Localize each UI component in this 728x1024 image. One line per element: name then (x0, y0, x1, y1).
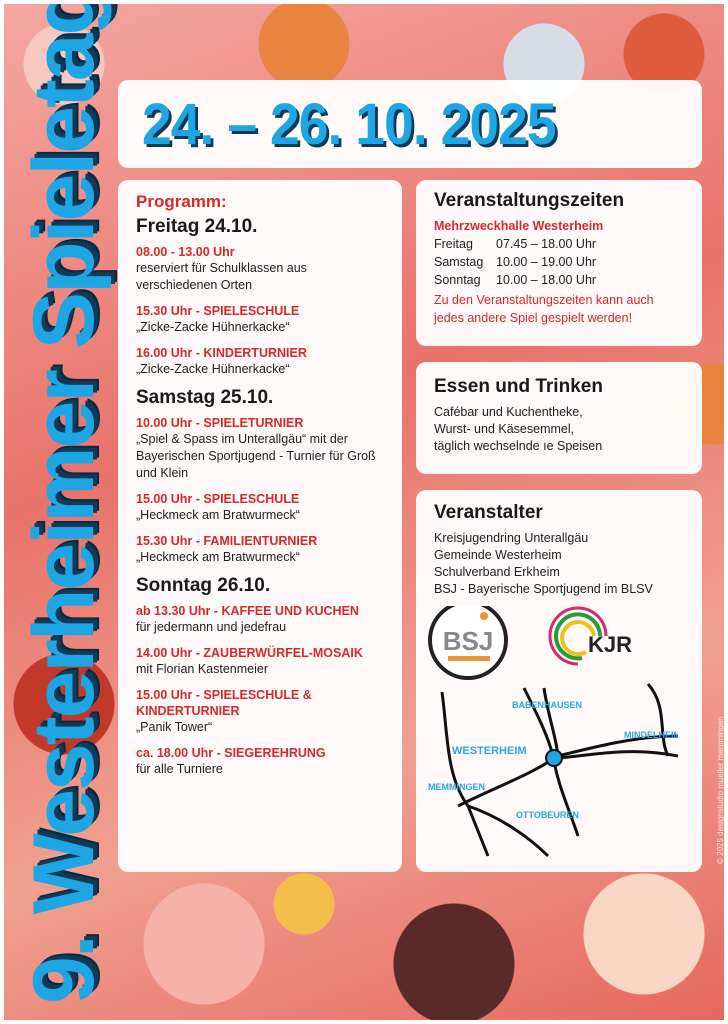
program-item: 08.00 - 13.00 Uhr reserviert für Schulkla… (136, 244, 384, 294)
program-item-desc: reserviert für Schulklassen aus verschie… (136, 261, 307, 292)
program-item-desc: für alle Turniere (136, 762, 223, 776)
times-day: Freitag (434, 237, 473, 251)
program-item-desc: „Heckmeck am Bratwurmeck“ (136, 550, 300, 564)
program-item-time: 08.00 - 13.00 Uhr (136, 245, 235, 259)
venue: Mehrzweckhalle Westerheim (434, 219, 604, 233)
map-label-babenhausen: BABENHAUSEN (512, 700, 582, 710)
organizer-line: BSJ - Bayerische Sportjugend im BLSV (434, 582, 653, 596)
program-item: ab 13.30 Uhr - KAFFEE UND KUCHEN für jede… (136, 603, 384, 636)
times-table: Freitag 07.45 – 18.00 Uhr Samstag 10.00 – 1… (434, 235, 684, 289)
program-item: 16.00 Uhr - KINDERTURNIER „Zicke-Zacke Hü… (136, 345, 384, 378)
food-line: Wurst- und Käsesemmel, (434, 422, 575, 436)
organizer-heading: Veranstalter (434, 502, 543, 523)
times-hours: 10.00 – 18.00 Uhr (496, 273, 597, 287)
organizer-panel: Veranstalter Kreisjugendring Unterallgäu… (416, 490, 702, 872)
credit: © 2025 designstudio mueller memmingen (716, 716, 724, 864)
program-item: 15.00 Uhr - SPIELESCHULE & KINDERTURNIER… (136, 687, 384, 736)
program-item-time: 15.00 Uhr - SPIELESCHULE & KINDERTURNIER (136, 688, 312, 718)
map-label-westerheim: WESTERHEIM (452, 745, 527, 757)
program-heading: Programm: (136, 192, 227, 211)
program-item-desc: „Zicke-Zacke Hühnerkacke“ (136, 362, 290, 376)
food-line: Cafébar und Kuchentheke, (434, 405, 583, 419)
event-times-heading: Veranstaltungszeiten (434, 190, 625, 211)
westerheim-marker-icon (545, 749, 563, 767)
program-item-desc: „Heckmeck am Bratwurmeck“ (136, 508, 300, 522)
program-item-time: 15.00 Uhr - SPIELESCHULE (136, 492, 300, 506)
times-row: Samstag 10.00 – 19.00 Uhr (434, 253, 684, 271)
program-item: 15.00 Uhr - SPIELESCHULE „Heckmeck am Bra… (136, 491, 384, 524)
kjr-logo: KJR (548, 606, 632, 666)
times-day: Sonntag (434, 273, 481, 287)
times-hours: 10.00 – 19.00 Uhr (496, 255, 597, 269)
event-times-panel: Veranstaltungszeiten Mehrzweckhalle West… (416, 180, 702, 346)
times-hours: 07.45 – 18.00 Uhr (496, 237, 597, 251)
map-label-mindelheim: MINDELHEIM (624, 730, 678, 740)
program-item-desc: „Zicke-Zacke Hühnerkacke“ (136, 320, 290, 334)
svg-text:BSJ: BSJ (443, 626, 494, 656)
svg-text:KJR: KJR (588, 632, 632, 657)
times-row: Sonntag 10.00 – 18.00 Uhr (434, 271, 684, 289)
food-line: täglich wechselnde ıe Speisen (434, 439, 603, 453)
program-item-time: 15.30 Uhr - FAMILIENTURNIER (136, 534, 318, 548)
program-item-time: 10.00 Uhr - SPIELETURNIER (136, 416, 304, 430)
times-note: Zu den Veranstaltungszeiten kann auch je… (434, 293, 654, 325)
program-item-time: 14.00 Uhr - ZAUBERWÜRFEL-MOSAIK (136, 646, 363, 660)
vertical-title: 9. Westerheimer Spieletage (16, 4, 112, 1004)
poster: 9. Westerheimer Spieletage 24. – 26. 10.… (4, 4, 724, 1020)
map-label-memmingen: MEMMINGEN (428, 782, 485, 792)
times-row: Freitag 07.45 – 18.00 Uhr (434, 235, 684, 253)
day-heading: Sonntag 26.10. (136, 575, 271, 596)
program-item-time: 16.00 Uhr - KINDERTURNIER (136, 346, 307, 360)
date-box: 24. – 26. 10. 2025 (118, 80, 702, 168)
program-panel: Programm: Freitag 24.10. 08.00 - 13.00 Uh… (118, 180, 402, 872)
day-heading: Samstag 25.10. (136, 387, 274, 408)
program-item-time: 15.30 Uhr - SPIELESCHULE (136, 304, 300, 318)
program-item-desc: mit Florian Kastenmeier (136, 662, 268, 676)
food-heading: Essen und Trinken (434, 376, 603, 397)
program-item-desc: „Panik Tower“ (136, 720, 213, 734)
food-panel: Essen und Trinken Cafébar und Kuchenthek… (416, 362, 702, 474)
event-date: 24. – 26. 10. 2025 (142, 91, 557, 157)
times-day: Samstag (434, 255, 484, 269)
program-item-desc: für jedermann und jedefrau (136, 620, 287, 634)
program-item: 15.30 Uhr - SPIELESCHULE „Zicke-Zacke Hüh… (136, 303, 384, 336)
program-item: 14.00 Uhr - ZAUBERWÜRFEL-MOSAIK mit Flori… (136, 645, 384, 678)
bsj-logo: BSJ (428, 606, 508, 680)
map-label-ottobeuren: OTTOBEUREN (516, 810, 579, 820)
program-days: Freitag 24.10. 08.00 - 13.00 Uhr reservier… (136, 216, 384, 778)
program-item: ca. 18.00 Uhr - SIEGEREHRUNG für alle Tur… (136, 745, 384, 778)
day-heading: Freitag 24.10. (136, 216, 258, 237)
organizer-line: Gemeinde Westerheim (434, 548, 562, 562)
program-item: 15.30 Uhr - FAMILIENTURNIER „Heckmeck am … (136, 533, 384, 566)
program-item-time: ca. 18.00 Uhr - SIEGEREHRUNG (136, 746, 326, 760)
logos-and-map: BSJ KJR BABENHAUSEN MINDELHEIM (428, 606, 678, 858)
program-item-desc: „Spiel & Spass im Unterallgäu“ mit der B… (136, 432, 376, 480)
program-item: 10.00 Uhr - SPIELETURNIER „Spiel & Spass … (136, 415, 384, 482)
program-item-time: ab 13.30 Uhr - KAFFEE UND KUCHEN (136, 604, 359, 618)
organizer-line: Kreisjugendring Unterallgäu (434, 531, 589, 545)
organizer-line: Schulverband Erkheim (434, 565, 560, 579)
